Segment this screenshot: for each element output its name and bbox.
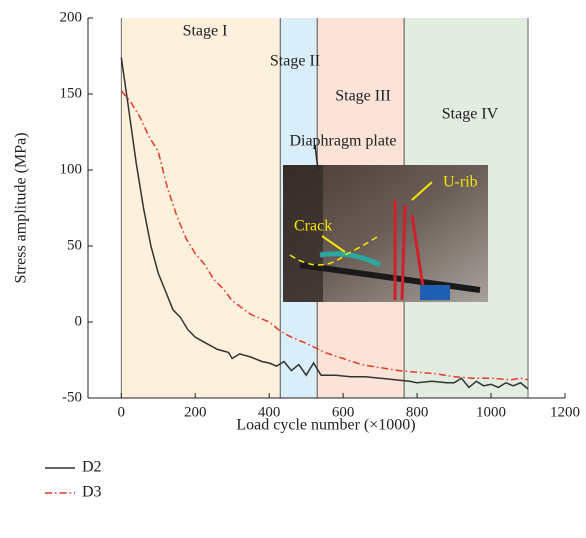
stage-label: Stage IV <box>442 106 499 123</box>
stage-label: Stage II <box>270 53 320 70</box>
annotation: Diaphragm plate <box>289 133 396 150</box>
stage-label: Stage I <box>183 23 228 40</box>
y-tick-label: -50 <box>62 389 82 405</box>
y-tick-label: 200 <box>60 9 83 25</box>
x-tick-label: 400 <box>258 404 281 420</box>
legend-label: D2 <box>82 459 102 476</box>
x-tick-label: 200 <box>184 404 207 420</box>
legend-label: D3 <box>82 484 102 501</box>
inset-photo: Diaphragm plate U-rib Crack <box>283 133 488 302</box>
x-tick-label: 1200 <box>550 404 580 420</box>
stage-band <box>121 18 281 398</box>
y-tick-label: 0 <box>75 313 83 329</box>
annotation: Crack <box>294 218 332 235</box>
photo-box <box>420 285 450 300</box>
y-tick-label: 150 <box>60 85 83 101</box>
plate-pointer <box>314 144 319 171</box>
arrows <box>321 181 433 253</box>
annotation: U-rib <box>443 174 478 191</box>
x-axis-label: Load cycle number (×1000) <box>236 417 415 434</box>
photo-shade <box>283 165 323 302</box>
stage-label: Stage III <box>335 88 391 105</box>
photo-cables <box>319 251 382 268</box>
x-tick-label: 0 <box>118 404 126 420</box>
x-tick-label: 600 <box>332 404 355 420</box>
line-layer <box>120 57 529 390</box>
y-axis-label: Stress amplitude (MPa) <box>13 132 30 283</box>
y-tick-label: 50 <box>67 237 82 253</box>
data-line <box>120 57 529 390</box>
x-tick-label: 1000 <box>476 404 506 420</box>
x-tick-label: 800 <box>406 404 429 420</box>
y-tick-label: 100 <box>60 161 83 177</box>
data-line <box>120 90 529 381</box>
